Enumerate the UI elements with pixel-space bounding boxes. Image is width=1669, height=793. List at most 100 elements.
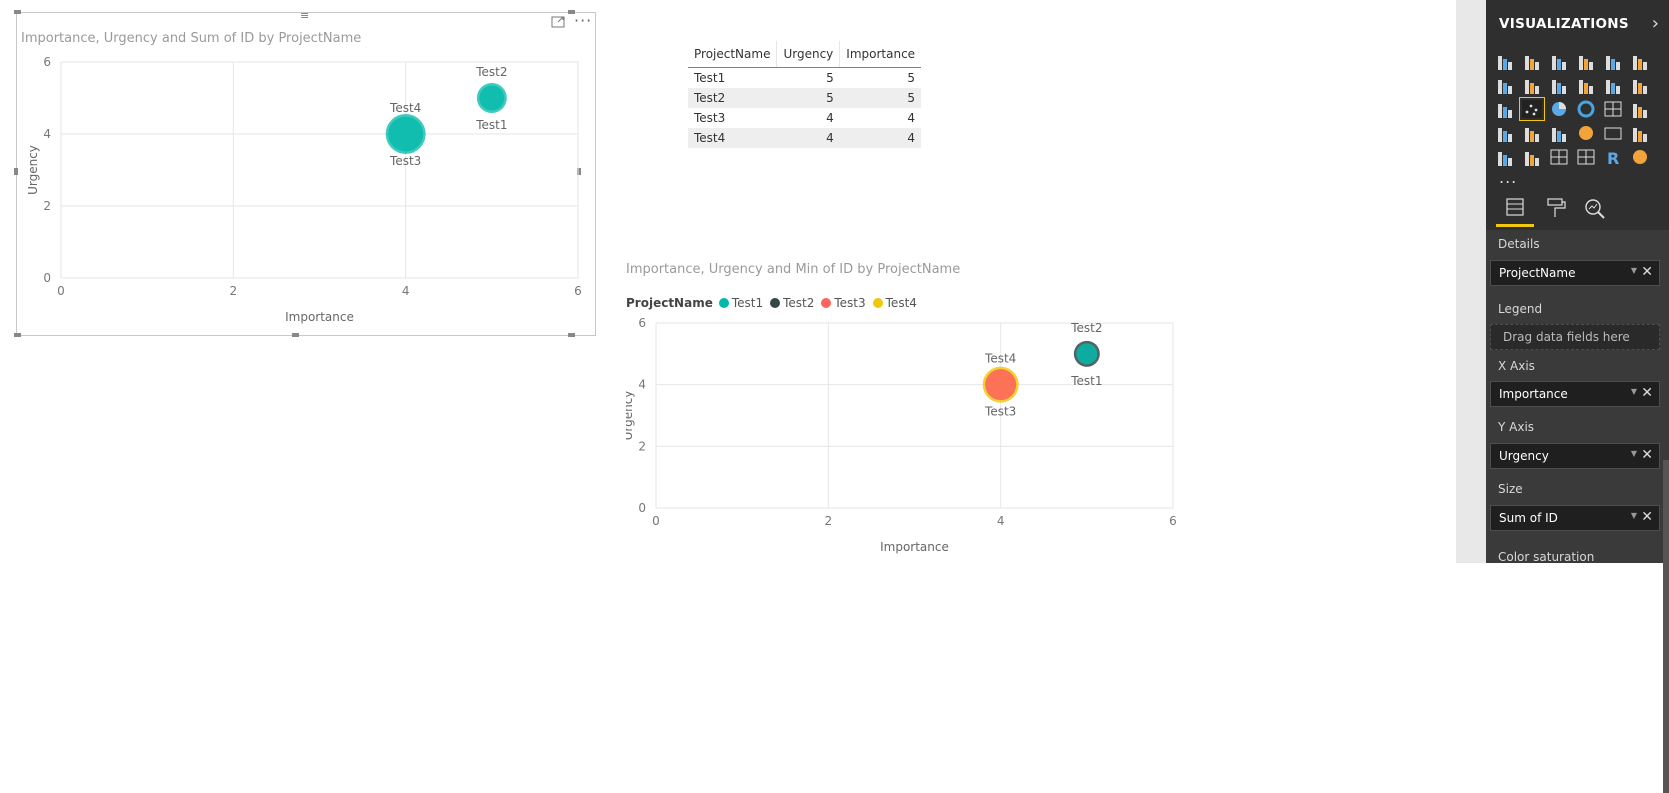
x-tick-label: 6 [574,284,582,298]
well-label-color-saturation: Color saturation [1498,550,1595,564]
kpi-icon-glyph [1498,152,1512,166]
glyph-circle [1577,100,1595,118]
table-cell: 5 [907,71,916,85]
more-options-icon[interactable]: ··· [574,11,593,30]
gauge-icon[interactable] [1576,124,1596,142]
filled-map-icon[interactable] [1495,124,1515,142]
focus-mode-icon[interactable] [551,16,565,28]
table-header[interactable]: Importance [839,41,922,68]
legend-item[interactable]: Test4 [872,296,917,310]
glyph-bar [1535,86,1539,94]
multirow-card-icon[interactable] [1630,124,1650,142]
x-axis-label: Importance [880,540,949,554]
table-cell: 4 [907,111,916,125]
resize-handle[interactable] [292,333,299,337]
pie-chart-icon-glyph [1552,102,1566,116]
fields-tab-icon[interactable] [1500,196,1530,220]
stacked-area-icon[interactable] [1549,76,1569,94]
stacked-column-icon[interactable] [1522,52,1542,70]
legend-item[interactable]: Test3 [821,296,866,310]
resize-handle[interactable] [568,10,575,14]
x-tick-label: 6 [1169,514,1177,528]
line-clustered-icon[interactable] [1603,76,1623,94]
stacked-column-icon-glyph [1525,56,1539,70]
x-tick-label: 0 [652,514,660,528]
area-chart-icon[interactable] [1522,76,1542,94]
resize-handle[interactable] [14,333,21,337]
line-column-icon[interactable] [1576,76,1596,94]
ribbon-chart-icon[interactable] [1630,76,1650,94]
table-icon[interactable] [1549,148,1569,166]
chevron-down-icon[interactable]: ▼ [1630,387,1637,396]
legend-item[interactable]: Test1 [718,296,763,310]
funnel-icon[interactable] [1549,124,1569,142]
resize-handle[interactable] [577,168,581,175]
area-chart-icon-glyph [1525,80,1539,94]
glyph-r: R [1607,149,1619,166]
well-details[interactable]: ProjectName ▼ ✕ [1490,260,1660,286]
resize-handle[interactable] [14,168,18,175]
pie-chart-icon[interactable] [1549,100,1569,118]
map-icon[interactable] [1630,100,1650,118]
100-column-icon[interactable] [1630,52,1650,70]
resize-handle[interactable] [568,333,575,337]
glyph-bar [1579,56,1583,70]
well-y-axis[interactable]: Urgency ▼ ✕ [1490,443,1660,469]
remove-field-icon[interactable]: ✕ [1641,264,1653,280]
table-cell: 5 [839,88,922,108]
more-visuals-icon[interactable]: ... [1499,168,1518,187]
chevron-down-icon[interactable]: ▼ [1630,266,1637,275]
globe-icon-glyph [1633,150,1647,164]
well-hint: Drag data fields here [1503,330,1630,344]
well-label-size: Size [1498,482,1523,496]
glyph-bar [1525,152,1529,166]
glyph-bar [1503,83,1507,94]
100-bar-icon[interactable] [1603,52,1623,70]
stacked-bar-icon[interactable] [1495,52,1515,70]
well-legend[interactable]: Drag data fields here [1490,324,1660,350]
chevron-down-icon[interactable]: ▼ [1630,511,1637,520]
glyph-bar [1633,80,1637,94]
paint-roller-icon[interactable] [1540,196,1570,220]
well-field: Importance [1499,387,1568,401]
glyph-bar [1508,62,1512,70]
chevron-right-icon[interactable]: › [1651,13,1659,34]
glyph-circle [1633,150,1647,164]
chart-legend: ProjectName Test1 Test2 Test3 Test4 [626,296,924,310]
matrix-icon-glyph [1577,149,1595,165]
table-header[interactable]: Urgency [776,41,841,68]
glyph-frame [1604,127,1622,140]
clustered-column-icon[interactable] [1576,52,1596,70]
visualizations-pane: VISUALIZATIONS › R ... Details ProjectNa… [1486,0,1669,793]
globe-icon[interactable] [1630,148,1650,166]
scatter-chart-icon[interactable] [1519,97,1545,121]
waterfall-icon[interactable] [1495,100,1515,118]
slicer-icon[interactable] [1522,148,1542,166]
remove-field-icon[interactable]: ✕ [1641,447,1653,463]
table-header[interactable]: ProjectName [688,41,778,68]
drag-grip-icon[interactable]: ≡ [300,9,309,22]
remove-field-icon[interactable]: ✕ [1641,509,1653,525]
well-size[interactable]: Sum of ID ▼ ✕ [1490,505,1660,531]
well-x-axis[interactable]: Importance ▼ ✕ [1490,381,1660,407]
analytics-magnifier-icon[interactable] [1580,196,1610,220]
y-axis-label: Urgency [626,391,635,441]
treemap-icon[interactable] [1603,100,1623,118]
glyph-bar [1508,134,1512,142]
resize-handle[interactable] [14,10,21,14]
line-chart-icon-glyph [1498,80,1512,94]
r-visual-icon[interactable]: R [1603,148,1623,168]
card-icon[interactable] [1603,124,1623,142]
remove-field-icon[interactable]: ✕ [1641,385,1653,401]
kpi-icon[interactable] [1495,148,1515,166]
scatter-chart-2: 0 2 4 6 0 2 4 6 Importance Urgency Test1 Test2 Test3… [626,316,1177,554]
pane-scrollbar[interactable] [1663,460,1669,793]
chevron-down-icon[interactable]: ▼ [1630,449,1637,458]
shape-map-icon[interactable] [1522,124,1542,142]
clustered-bar-icon[interactable] [1549,52,1569,70]
line-chart-icon[interactable] [1495,76,1515,94]
glyph-bar [1562,86,1566,94]
donut-chart-icon[interactable] [1576,100,1596,118]
legend-item[interactable]: Test2 [770,296,814,310]
matrix-icon[interactable] [1576,148,1596,166]
